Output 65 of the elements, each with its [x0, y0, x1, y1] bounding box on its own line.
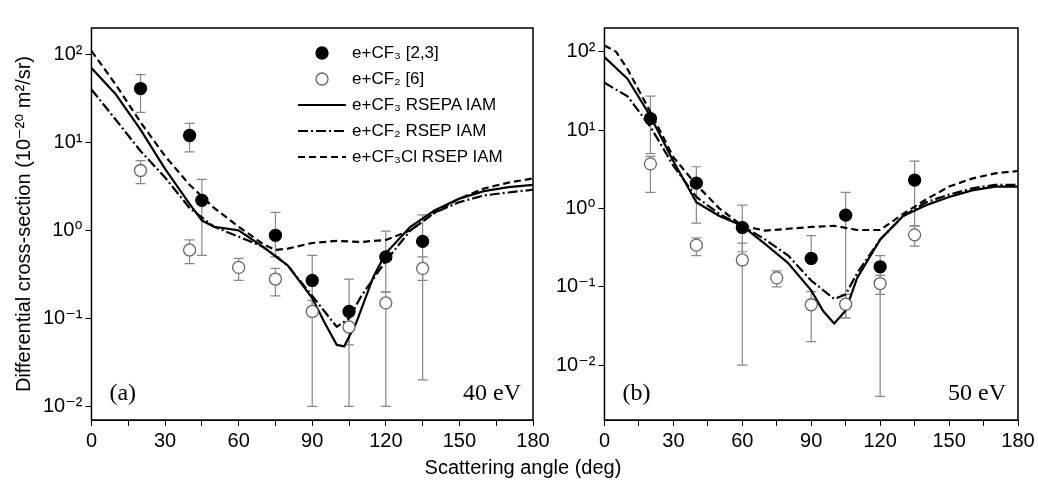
- point: [268, 272, 283, 286]
- point: [735, 220, 749, 235]
- point: [689, 238, 704, 252]
- point: [839, 297, 853, 311]
- y-tick-label: 10²: [53, 42, 83, 64]
- point: [643, 157, 658, 171]
- point: [231, 260, 246, 275]
- point: [305, 273, 319, 288]
- x-tick-label: 120: [863, 428, 897, 451]
- point: [907, 173, 922, 187]
- y-tick-label: 10¹: [53, 129, 83, 152]
- point: [342, 320, 356, 334]
- point: [415, 261, 430, 276]
- point: [195, 193, 209, 207]
- x-axis-title: Scattering angle (deg): [423, 456, 623, 479]
- x-tick-label: 30: [662, 428, 685, 451]
- point: [379, 296, 393, 310]
- y-tick-label: 10⁰: [52, 217, 83, 240]
- legend-label: e+CF₃ [2,3]: [352, 42, 439, 62]
- point: [133, 163, 148, 178]
- legend-label: e+CF₂ RSEP IAM: [352, 120, 487, 140]
- point: [342, 304, 356, 319]
- y-tick-label: 10⁻²: [42, 393, 83, 416]
- y-tick-label: 10¹: [566, 117, 596, 140]
- point: [133, 81, 148, 96]
- point: [379, 250, 393, 264]
- point: [415, 234, 430, 249]
- point: [804, 251, 818, 266]
- annotation: (a): [109, 379, 137, 406]
- x-tick-label: 60: [731, 428, 754, 451]
- x-tick-label: 30: [153, 428, 177, 451]
- x-tick-label: 150: [442, 428, 477, 451]
- x-tick-label: 90: [301, 428, 324, 451]
- annotation: 50 eV: [948, 379, 1007, 406]
- x-tick-label: 0: [598, 428, 611, 451]
- annotation: 40 eV: [463, 379, 522, 406]
- point: [735, 253, 749, 267]
- point: [643, 111, 658, 126]
- point: [182, 128, 197, 143]
- x-tick-label: 120: [369, 428, 403, 451]
- x-tick-label: 150: [932, 428, 966, 451]
- legend-label: e+CF₃ RSEPA IAM: [352, 94, 497, 114]
- y-tick-label: 10⁻¹: [42, 305, 83, 328]
- point: [839, 208, 853, 222]
- y-tick-label: 10²: [566, 39, 596, 62]
- y-tick-label: 10⁻²: [555, 352, 596, 375]
- y-axis-title: Differential cross-section (10⁻²⁰ m²/sr): [11, 55, 34, 393]
- point: [873, 260, 887, 274]
- x-tick-label: 180: [1001, 428, 1035, 451]
- x-tick-label: 0: [85, 428, 98, 451]
- legend-label: e+CF₂ [6]: [352, 68, 425, 88]
- y-tick-label: 10⁻¹: [555, 274, 596, 297]
- point: [907, 228, 922, 242]
- x-tick-label: 60: [227, 428, 250, 451]
- point: [268, 228, 283, 242]
- point: [689, 176, 704, 190]
- y-tick-label: 10⁰: [565, 195, 596, 218]
- legend-label: e+CF₃Cl RSEP IAM: [352, 146, 503, 166]
- x-tick-label: 180: [516, 428, 550, 451]
- point: [182, 243, 197, 257]
- annotation: (b): [622, 379, 651, 406]
- point: [804, 298, 818, 312]
- point: [873, 276, 887, 291]
- point: [305, 304, 319, 319]
- x-tick-label: 90: [800, 428, 823, 451]
